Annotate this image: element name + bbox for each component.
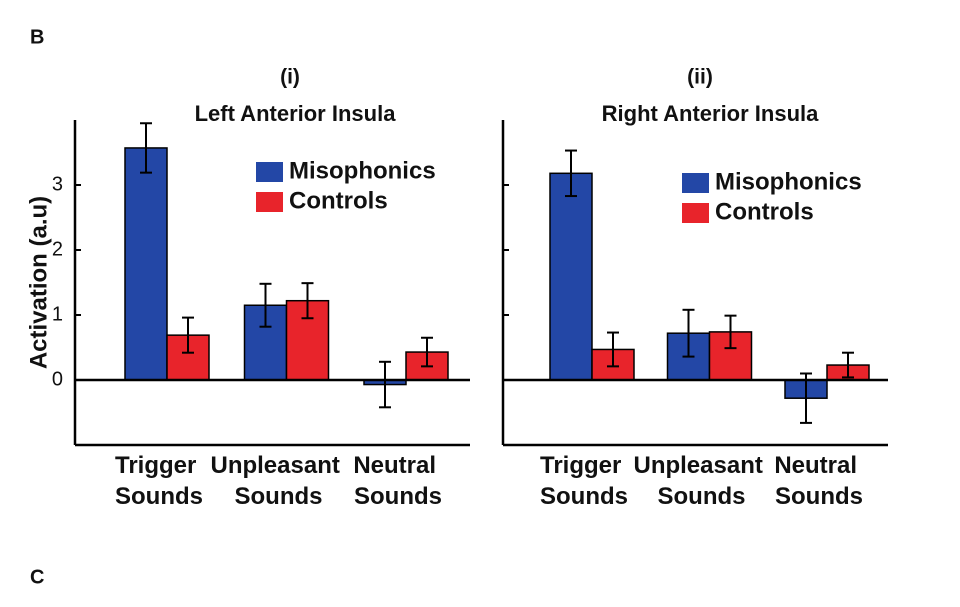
panel-label: B xyxy=(30,26,44,48)
y-tick-label: 0 xyxy=(52,368,63,390)
chart-title: Right Anterior Insula xyxy=(602,101,820,126)
x-tick-label: Neutral Sounds xyxy=(353,452,442,510)
y-tick-label: 3 xyxy=(52,173,63,195)
legend-label: Controls xyxy=(715,198,814,225)
legend-label: Controls xyxy=(289,187,388,214)
chart-title: Left Anterior Insula xyxy=(195,101,397,126)
panel-label: C xyxy=(30,566,44,588)
legend-label: Misophonics xyxy=(289,157,436,184)
x-tick-label: Neutral Sounds xyxy=(774,452,863,510)
chart-subtitle: (ii) xyxy=(687,66,713,89)
y-tick-label: 1 xyxy=(52,303,63,325)
legend-swatch xyxy=(682,203,709,223)
legend-swatch xyxy=(682,173,709,193)
bar xyxy=(124,147,168,381)
bar xyxy=(549,172,593,381)
x-tick-label: Trigger Sounds xyxy=(115,452,203,510)
x-tick-label: Unpleasant Sounds xyxy=(633,452,769,510)
chart-subtitle: (i) xyxy=(280,66,300,89)
legend-swatch xyxy=(256,162,283,182)
x-tick-label: Unpleasant Sounds xyxy=(210,452,346,510)
y-tick-label: 2 xyxy=(52,238,63,260)
x-tick-label: Trigger Sounds xyxy=(540,452,628,510)
legend-label: Misophonics xyxy=(715,168,862,195)
y-axis-label: Activation (a.u) xyxy=(25,196,52,369)
legend-swatch xyxy=(256,192,283,212)
